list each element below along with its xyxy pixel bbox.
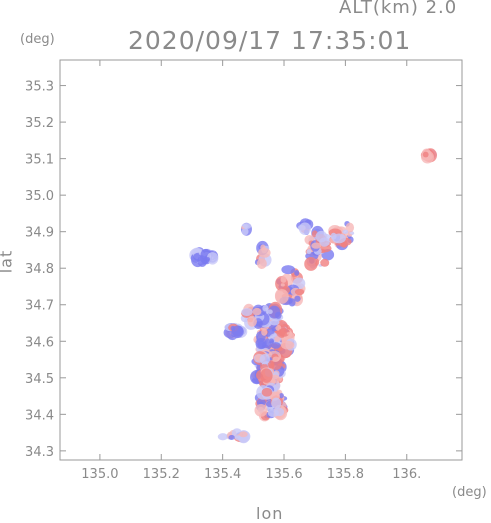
echo-cell xyxy=(297,224,306,231)
echo-cell xyxy=(279,392,284,399)
echo-cell xyxy=(294,288,305,296)
x-tick-label: 136. xyxy=(392,467,421,482)
echo-cell xyxy=(231,325,244,337)
echo-cell xyxy=(275,289,289,304)
echo-cell xyxy=(280,340,295,350)
x-tick-label: 135.4 xyxy=(204,467,241,482)
echo-cell xyxy=(258,247,271,258)
echo-cell xyxy=(197,255,208,267)
echo-cell xyxy=(341,243,347,248)
echo-cell xyxy=(271,397,282,410)
x-unit-label: (deg) xyxy=(452,485,487,500)
echo-cell xyxy=(252,307,262,316)
echo-cell xyxy=(254,403,268,417)
echo-cell xyxy=(306,249,312,255)
echo-cell xyxy=(267,360,275,369)
x-axis-ticks: 135.0 135.2 135.4 135.6 135.8 136. xyxy=(81,60,421,482)
x-tick-label: 135.2 xyxy=(143,467,180,482)
echo-cell xyxy=(267,309,273,315)
echo-cell xyxy=(247,315,257,327)
x-tick-label: 135.6 xyxy=(265,467,302,482)
echo-cell xyxy=(206,252,219,265)
echo-cell xyxy=(315,230,328,243)
echo-cell xyxy=(267,408,279,418)
y-tick-label: 34.4 xyxy=(25,408,54,423)
y-tick-label: 35.3 xyxy=(25,80,54,95)
echo-cell xyxy=(255,337,267,350)
echo-cell xyxy=(280,283,285,287)
echo-cell xyxy=(294,295,301,302)
echo-cell xyxy=(281,265,296,275)
echo-cell xyxy=(304,256,318,271)
echo-cell xyxy=(238,431,248,438)
echo-cells xyxy=(189,148,437,444)
echo-cell xyxy=(342,229,349,235)
echo-cell xyxy=(422,151,429,158)
echo-cell xyxy=(274,336,281,342)
echo-cell xyxy=(288,298,296,307)
echo-cell xyxy=(280,276,287,283)
echo-cell xyxy=(272,356,280,362)
y-unit-label: (deg) xyxy=(20,32,55,47)
echo-cell xyxy=(278,327,290,337)
altitude-label: ALT(km) 2.0 xyxy=(339,0,458,18)
echo-cell xyxy=(228,434,235,440)
echo-cell xyxy=(261,387,273,397)
echo-cell xyxy=(265,338,270,342)
echo-cell xyxy=(261,328,268,336)
y-tick-label: 34.9 xyxy=(25,226,54,241)
echo-cell xyxy=(259,353,271,365)
x-tick-label: 135.8 xyxy=(327,467,364,482)
plot-frame xyxy=(59,59,463,461)
echo-cell xyxy=(320,258,330,267)
echo-cell xyxy=(217,433,228,441)
echo-cell xyxy=(241,227,249,236)
echo-cell xyxy=(269,319,280,326)
y-axis-ticks: 34.3 34.4 34.5 34.6 34.7 34.8 34.9 35.0 35.1 35.2… xyxy=(25,80,462,460)
echo-cell xyxy=(260,244,266,251)
echo-cell xyxy=(311,242,322,249)
echo-cell xyxy=(234,435,242,441)
echo-cell xyxy=(242,225,248,229)
echo-cell xyxy=(275,324,282,331)
y-tick-label: 34.3 xyxy=(25,445,54,460)
echo-cell xyxy=(268,305,281,319)
y-tick-label: 35.0 xyxy=(25,189,54,204)
echo-cell xyxy=(260,368,273,383)
x-axis-title: lon xyxy=(256,504,284,523)
y-tick-label: 34.5 xyxy=(25,372,54,387)
chart-title: 2020/09/17 17:35:01 xyxy=(128,26,412,55)
y-tick-label: 34.6 xyxy=(25,335,54,350)
echo-cell xyxy=(270,342,281,349)
x-tick-label: 135.0 xyxy=(81,467,118,482)
echo-cell xyxy=(262,304,269,312)
y-tick-label: 34.8 xyxy=(25,262,54,277)
echo-cell xyxy=(269,374,281,384)
y-tick-label: 34.7 xyxy=(25,299,54,314)
echo-cell xyxy=(294,269,300,276)
echo-cell xyxy=(241,308,253,316)
y-tick-label: 35.1 xyxy=(25,153,54,168)
echo-cell xyxy=(286,332,291,335)
y-axis-title: lat xyxy=(0,249,16,274)
echo-cell xyxy=(269,340,274,344)
echo-cell xyxy=(330,232,337,240)
echo-cell xyxy=(256,258,267,269)
echo-cell xyxy=(345,222,355,233)
y-tick-label: 35.2 xyxy=(25,116,54,131)
